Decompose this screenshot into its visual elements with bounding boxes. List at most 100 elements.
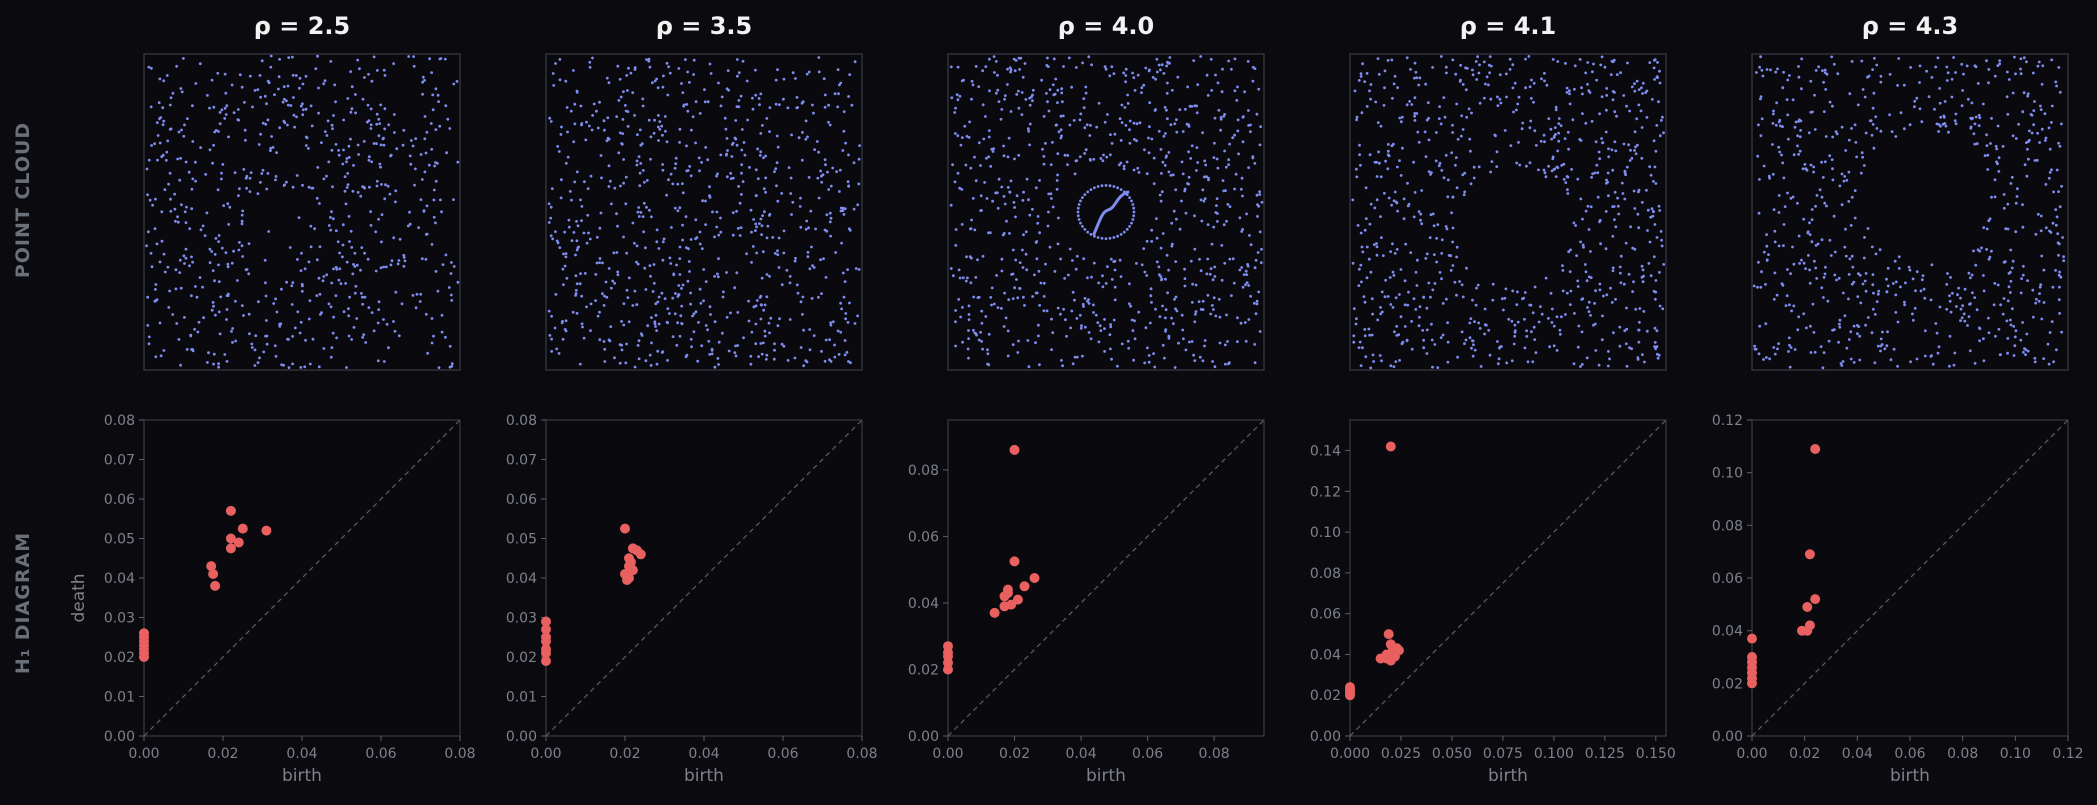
cloud-point [281,100,285,104]
cloud-point [1247,166,1250,170]
cloud-point [1841,291,1845,295]
cloud-point [660,124,664,128]
cloud-point [1181,328,1185,332]
cloud-point [1253,67,1257,70]
cloud-point [1444,65,1448,69]
cloud-point [376,321,380,325]
cloud-point [1485,75,1489,79]
cloud-point [1245,281,1249,284]
cloud-point [1471,68,1474,72]
cloud-point [1556,149,1560,153]
cloud-point [698,169,701,173]
cloud-point [1999,303,2002,307]
cloud-point [1874,115,1878,119]
cloud-point [1195,104,1198,108]
cloud-point [2003,260,2007,264]
cloud-point [1046,56,1049,60]
cloud-point [1655,124,1659,127]
cloud-point [987,332,991,336]
cloud-point [1786,113,1790,117]
cloud-point [713,275,716,278]
cloud-point [1397,333,1401,337]
cloud-point [1953,119,1957,123]
cloud-point [1633,247,1637,251]
x-axis-label: birth [1890,766,1930,786]
cloud-point [1395,248,1399,251]
cloud-point [1194,283,1198,287]
panel-5: ρ = 4.30.00 0.02 0.04 0.06 0.08 0.10 0.120.000… [1712,12,2084,786]
cloud-point [1040,78,1043,82]
cloud-point [217,240,221,244]
cloud-point [1199,269,1203,273]
cloud-point [1985,248,1988,251]
cloud-point [1368,222,1372,226]
cloud-point [761,124,764,127]
cloud-point [149,251,153,255]
cloud-point [1896,320,1900,324]
cloud-point [1013,206,1016,209]
cloud-point [1513,330,1517,334]
cloud-point [1512,342,1516,346]
cloud-point [385,322,389,326]
cloud-point [1760,117,1764,121]
cloud-point [801,100,805,104]
cloud-point [1461,83,1465,86]
cloud-point [1915,270,1919,274]
cloud-point [1383,295,1387,299]
cloud-point [1151,76,1155,79]
cloud-point [592,102,596,106]
cloud-point [1122,71,1126,75]
cloud-point [957,268,961,272]
cloud-point [1187,123,1190,127]
cloud-point [1872,291,1875,295]
cloud-point [351,272,355,276]
cloud-point [575,248,579,252]
cloud-point [325,174,328,178]
cloud-point [789,176,793,180]
cloud-point [681,191,685,195]
cloud-point [1390,58,1394,62]
cloud-point [749,362,753,366]
cloud-point [565,276,569,280]
cloud-point [820,292,823,295]
cloud-point [2054,80,2058,84]
cloud-point [1054,77,1058,81]
cloud-point [697,156,701,160]
cloud-point [764,154,767,158]
cloud-point [1436,223,1440,227]
cloud-point [2039,108,2043,111]
cloud-point [668,256,672,260]
cloud-point [953,180,957,184]
y-tick-label: 0.05 [104,532,135,548]
ring-point [1093,234,1096,238]
cloud-point [979,194,983,198]
cloud-point [194,82,198,85]
cloud-point [1516,290,1519,294]
cloud-point [1158,193,1162,197]
cloud-point [352,164,355,167]
cloud-point [1810,208,1814,211]
cloud-point [1161,232,1165,235]
cloud-point [351,189,355,193]
cloud-point [440,313,444,317]
cloud-point [291,185,295,189]
cloud-point [2023,347,2026,350]
cloud-point [1908,268,1912,272]
cloud-point [549,205,553,209]
cloud-point [318,202,321,205]
cloud-point [1954,71,1957,74]
ring-point [1130,221,1133,225]
cloud-point [1765,68,1769,71]
cloud-point [801,295,805,299]
cloud-point [793,356,797,360]
cloud-point [430,147,434,151]
cloud-point [678,245,682,249]
cloud-point [195,295,199,299]
cloud-point [725,153,728,157]
cloud-point [1128,302,1131,306]
cloud-point [372,55,376,59]
cloud-point [1752,284,1756,288]
cloud-point [1379,124,1383,128]
cloud-point [698,242,702,246]
cloud-point [1437,117,1441,120]
